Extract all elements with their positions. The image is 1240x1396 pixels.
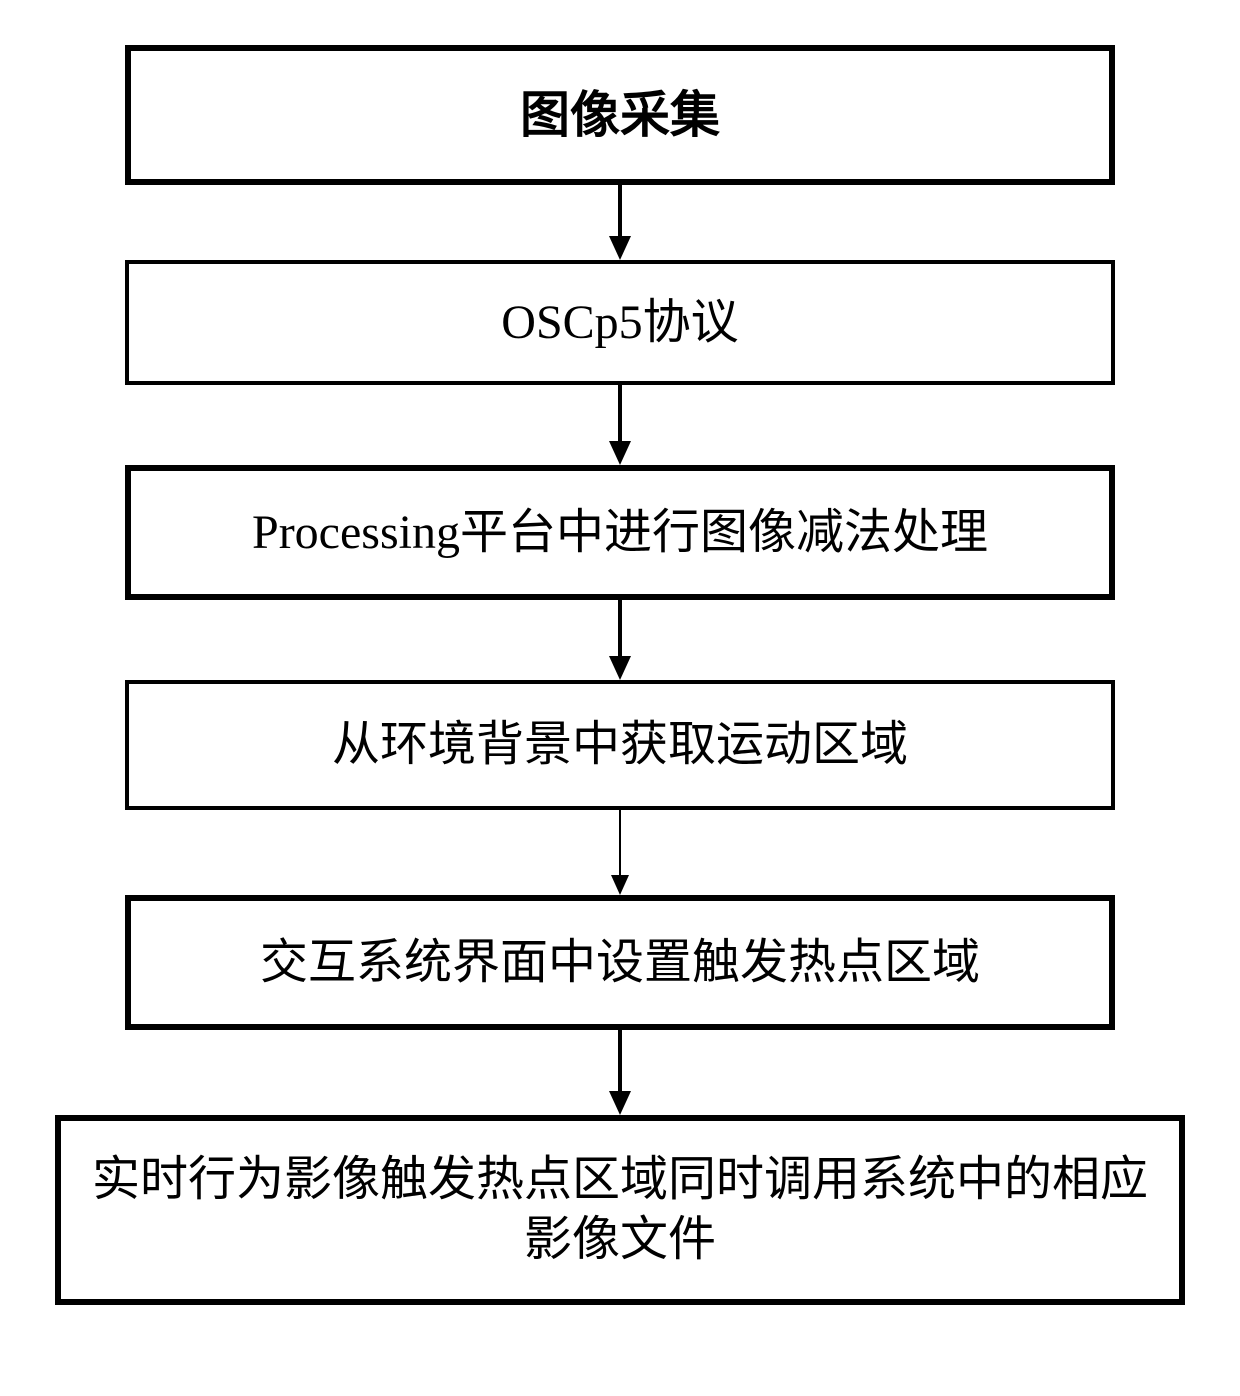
flowchart-edge-n3-n4	[605, 600, 635, 680]
flowchart-node-n4: 从环境背景中获取运动区域	[125, 680, 1115, 810]
flowchart-edge-n1-n2	[605, 185, 635, 260]
flowchart-node-label: OSCp5协议	[501, 293, 738, 353]
flowchart-node-n1: 图像采集	[125, 45, 1115, 185]
flowchart-node-label: 实时行为影像触发热点区域同时调用系统中的相应影像文件	[91, 1150, 1149, 1270]
flowchart-node-n2: OSCp5协议	[125, 260, 1115, 385]
flowchart-node-label: Processing平台中进行图像减法处理	[252, 503, 988, 563]
flowchart-edge-n4-n5	[607, 810, 633, 895]
flowchart-edge-n5-n6	[605, 1030, 635, 1115]
flowchart-edge-n2-n3	[605, 385, 635, 465]
flowchart-node-n3: Processing平台中进行图像减法处理	[125, 465, 1115, 600]
flowchart-node-n6: 实时行为影像触发热点区域同时调用系统中的相应影像文件	[55, 1115, 1185, 1305]
flowchart-canvas: 图像采集 OSCp5协议 Processing平台中进行图像减法处理从环境背景中获取…	[0, 0, 1240, 1396]
flowchart-node-label: 交互系统界面中设置触发热点区域	[260, 933, 980, 993]
flowchart-node-label: 从环境背景中获取运动区域	[332, 715, 908, 775]
flowchart-node-n5: 交互系统界面中设置触发热点区域	[125, 895, 1115, 1030]
flowchart-node-label: 图像采集	[520, 84, 720, 147]
